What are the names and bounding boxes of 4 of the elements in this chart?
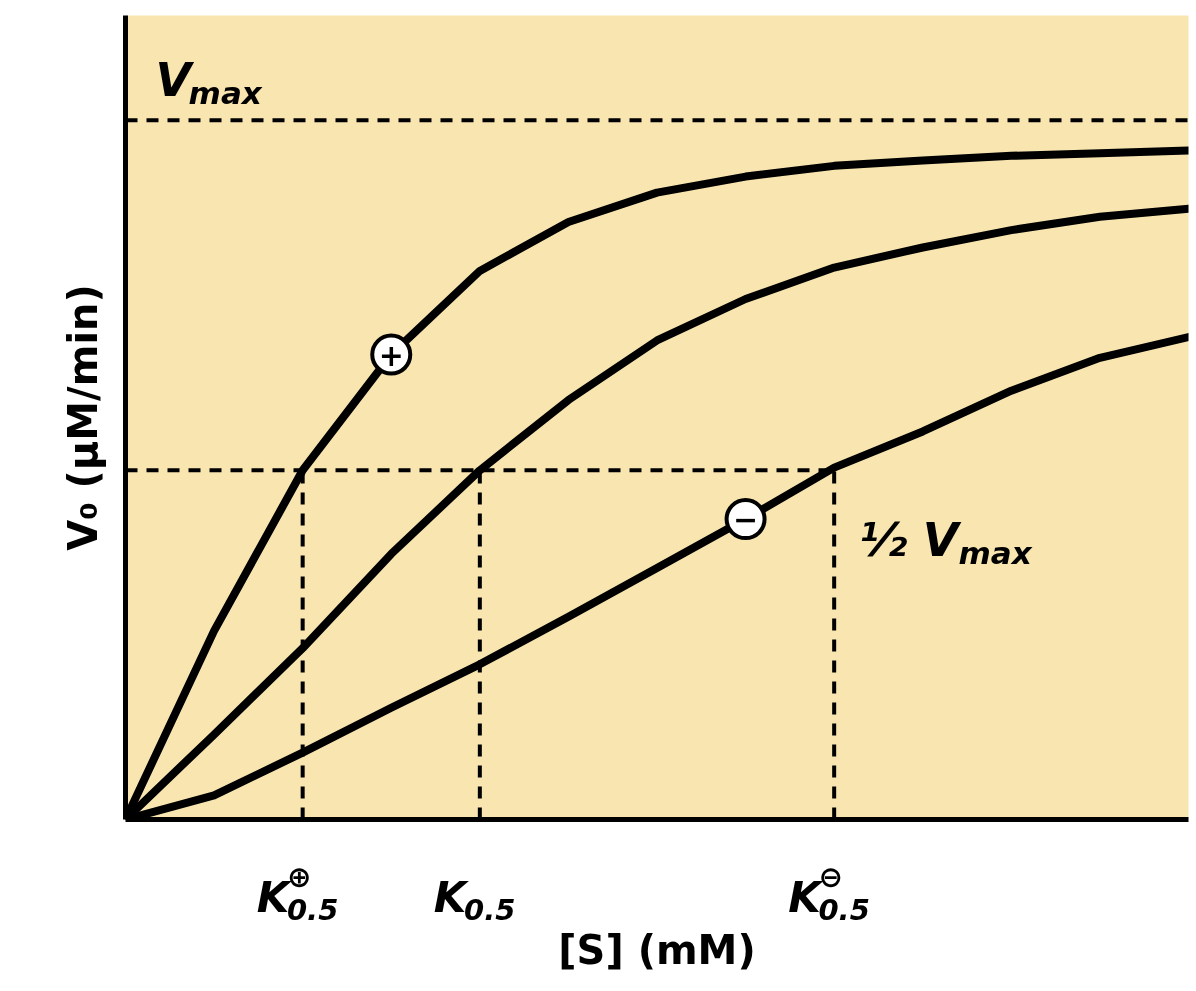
series-label: − xyxy=(733,502,759,538)
x-axis-title: [S] (mM) xyxy=(558,926,756,973)
series-label: + xyxy=(378,337,404,373)
y-axis-title: V₀ (μM/min) xyxy=(59,284,106,551)
